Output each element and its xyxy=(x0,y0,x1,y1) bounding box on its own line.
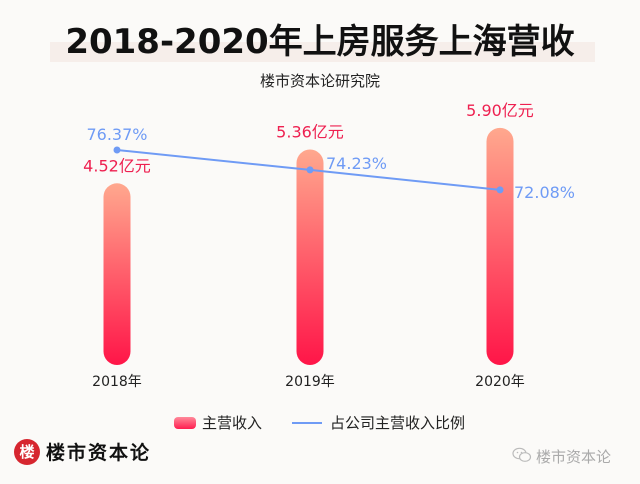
brand-name: 楼市资本论 xyxy=(46,442,152,464)
title-highlight xyxy=(50,42,595,62)
watermark: 楼市资本论 xyxy=(512,446,611,467)
ratio-value-label: 74.23% xyxy=(326,154,387,173)
bar-value-label: 5.90亿元 xyxy=(466,101,534,120)
legend-line-label: 占公司主营收入比例 xyxy=(330,414,466,432)
x-tick-label: 2019年 xyxy=(285,374,335,390)
ratio-point xyxy=(113,146,121,154)
bar-value-label: 5.36亿元 xyxy=(276,123,344,142)
ratio-point xyxy=(306,166,314,174)
legend-bar-swatch xyxy=(174,416,196,429)
bar-2019年 xyxy=(296,149,324,365)
x-tick-label: 2020年 xyxy=(475,374,525,390)
wechat-icon xyxy=(512,447,532,467)
legend: 主营收入 占公司主营收入比例 xyxy=(174,412,465,433)
bar-2020年 xyxy=(486,127,514,365)
brand-logo-icon: 楼 xyxy=(14,438,40,465)
brand: 楼 楼市资本论 xyxy=(14,438,151,465)
chart-subtitle: 楼市资本论研究院 xyxy=(259,72,380,90)
ratio-value-label: 72.08% xyxy=(514,183,575,202)
chart-area: 4.52亿元 2018年 5.36亿元 2019年 5.90亿元 2020年 76.37% 7… xyxy=(83,101,575,390)
ratio-value-label: 76.37% xyxy=(86,125,147,144)
x-tick-label: 2018年 xyxy=(92,374,142,390)
legend-bar-label: 主营收入 xyxy=(202,414,263,432)
ratio-point xyxy=(496,186,504,194)
legend-line-swatch xyxy=(292,421,323,424)
watermark-text: 楼市资本论 xyxy=(536,448,612,466)
bar-2018年 xyxy=(103,183,131,365)
chart-title: 2018-2020年上房服务上海营收 xyxy=(65,22,575,62)
bar-value-label: 4.52亿元 xyxy=(83,156,151,175)
